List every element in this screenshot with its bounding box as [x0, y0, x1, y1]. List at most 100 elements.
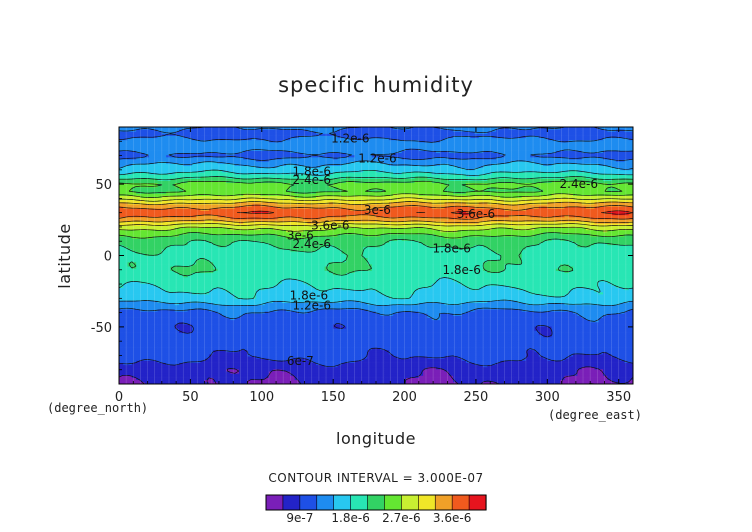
band-cell — [431, 354, 437, 357]
band-cell — [427, 349, 433, 353]
band-cell — [358, 379, 364, 383]
band-cell — [337, 356, 343, 359]
band-cell — [585, 319, 591, 323]
band-cell — [444, 306, 450, 310]
band-cell — [333, 360, 338, 363]
band-cell — [525, 324, 531, 327]
band-cell — [453, 334, 458, 338]
band-cell — [213, 354, 218, 357]
band-cell — [551, 317, 557, 321]
band-cell — [161, 326, 167, 329]
band-cell — [384, 336, 390, 340]
band-cell — [534, 347, 540, 351]
band-cell — [367, 309, 373, 312]
band-cell — [504, 360, 510, 363]
band-cell — [457, 328, 463, 331]
band-cell — [127, 334, 133, 338]
band-cell — [410, 330, 415, 333]
band-cell — [521, 343, 527, 346]
band-cell — [487, 300, 492, 303]
band-cell — [174, 369, 180, 372]
band-cell — [457, 360, 463, 363]
band-cell — [268, 294, 274, 297]
band-cell — [388, 309, 394, 312]
band-cell — [543, 358, 548, 361]
band-cell — [573, 313, 578, 316]
band-cell — [435, 319, 441, 323]
band-cell — [196, 304, 201, 308]
band-cell — [221, 298, 227, 301]
band-cell — [461, 311, 467, 314]
band-cell — [161, 339, 167, 342]
chart-title: specific humidity — [278, 73, 474, 97]
band-cell — [435, 347, 441, 351]
band-cell — [363, 347, 368, 351]
band-cell — [316, 328, 321, 331]
band-cell — [418, 369, 424, 372]
band-cell — [418, 326, 424, 329]
band-cell — [534, 377, 540, 381]
band-cell — [564, 341, 570, 344]
band-cell — [350, 347, 355, 351]
band-cell — [166, 341, 171, 344]
band-cell — [397, 313, 403, 316]
band-cell — [410, 304, 415, 308]
band-cell — [294, 334, 300, 338]
band-cell — [504, 375, 510, 378]
band-cell — [555, 336, 561, 340]
band-cell — [465, 379, 471, 383]
band-cell — [380, 371, 385, 374]
band-cell — [444, 375, 450, 378]
band-cell — [435, 364, 441, 368]
band-cell — [238, 298, 244, 301]
band-cell — [534, 379, 540, 383]
band-cell — [607, 311, 612, 314]
band-cell — [358, 330, 364, 333]
band-cell — [226, 315, 231, 318]
band-cell — [286, 381, 291, 385]
band-cell — [316, 336, 321, 340]
band-cell — [573, 317, 578, 321]
band-cell — [620, 339, 625, 342]
band-cell — [230, 321, 235, 325]
band-cell — [461, 375, 467, 378]
band-cell — [367, 296, 373, 299]
band-cell — [153, 371, 158, 374]
band-cell — [183, 300, 188, 303]
band-cell — [217, 349, 223, 353]
band-cell — [495, 354, 501, 357]
band-cell — [615, 341, 621, 344]
band-cell — [543, 321, 548, 325]
band-cell — [410, 334, 415, 338]
band-cell — [337, 379, 343, 383]
band-cell — [478, 377, 484, 381]
band-cell — [119, 345, 124, 348]
band-cell — [320, 349, 325, 353]
band-cell — [530, 304, 535, 308]
band-cell — [264, 306, 270, 310]
band-cell — [431, 345, 437, 348]
band-cell — [607, 304, 612, 308]
band-cell — [123, 341, 128, 344]
band-cell — [423, 302, 428, 306]
band-cell — [226, 377, 231, 381]
band-cell — [551, 304, 557, 308]
band-cell — [508, 343, 514, 346]
band-cell — [350, 315, 355, 318]
band-cell — [337, 375, 343, 378]
band-cell — [328, 366, 334, 370]
band-cell — [144, 302, 150, 306]
band-cell — [320, 330, 325, 333]
band-cell — [213, 356, 218, 359]
band-cell — [127, 304, 133, 308]
band-cell — [500, 302, 505, 306]
band-cell — [187, 315, 193, 318]
band-cell — [174, 311, 180, 314]
band-cell — [260, 315, 265, 318]
band-cell — [303, 373, 308, 376]
band-cell — [585, 351, 591, 355]
band-cell — [448, 319, 454, 323]
band-cell — [144, 375, 150, 378]
band-cell — [585, 339, 591, 342]
band-cell — [230, 294, 235, 297]
